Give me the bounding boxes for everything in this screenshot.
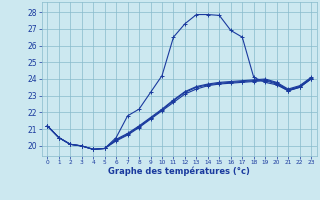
X-axis label: Graphe des températures (°c): Graphe des températures (°c)	[108, 167, 250, 176]
